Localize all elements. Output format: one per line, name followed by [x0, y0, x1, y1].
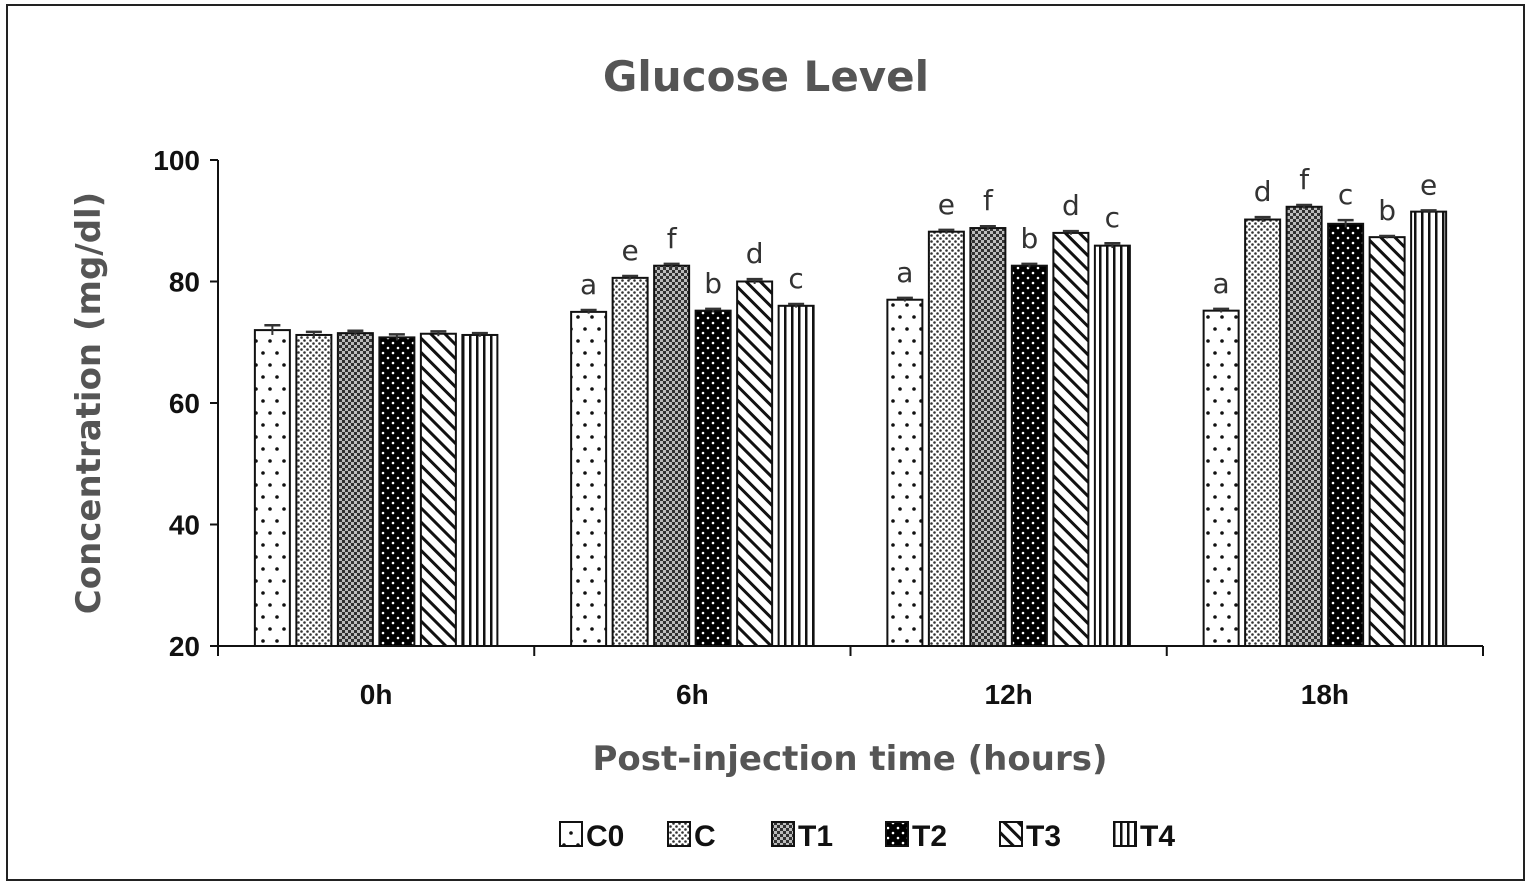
legend-swatch-T2: [885, 821, 909, 847]
x-axis-label: Post-injection time (hours): [593, 739, 1108, 779]
bar-C0-18h: [1202, 309, 1240, 647]
chart-frame: [6, 4, 1525, 881]
bar-T4-6h: [777, 304, 815, 647]
bar-T1-6h: [653, 264, 691, 647]
legend-label-C0: C0: [586, 820, 624, 853]
y-tick-label: 40: [169, 510, 200, 541]
bar-T2-18h: [1327, 222, 1365, 647]
y-axis-label: Concentration (mg/dl): [69, 192, 109, 614]
bar-C-6h: [611, 276, 649, 647]
x-tick-label: 0h: [360, 679, 393, 710]
significance-letter: d: [1254, 175, 1272, 208]
bar-T2-12h: [1010, 264, 1048, 647]
legend-label-C: C: [694, 820, 716, 853]
bar-T3-12h: [1052, 231, 1090, 647]
bar-C-12h: [927, 230, 965, 647]
bar-C-0h: [295, 333, 333, 647]
legend-swatch-T1: [771, 821, 795, 847]
y-tick-label: 100: [153, 145, 200, 176]
significance-letter: d: [746, 237, 764, 270]
bar-T4-18h: [1410, 210, 1448, 647]
chart-title: Glucose Level: [603, 52, 929, 101]
bar-T1-12h: [969, 227, 1007, 647]
significance-letter: c: [788, 262, 803, 295]
legend-swatch-C0: [559, 821, 583, 847]
bar-C-18h: [1244, 218, 1282, 647]
y-tick-label: 20: [169, 631, 200, 662]
bar-T4-0h: [461, 333, 499, 647]
bar-T3-0h: [419, 332, 457, 647]
significance-letter: e: [622, 234, 639, 267]
legend: C0 C T1 T2 T3 T4: [559, 820, 1175, 853]
significance-letter: e: [1420, 168, 1437, 201]
bar-T1-18h: [1285, 205, 1323, 647]
significance-letter: d: [1062, 189, 1080, 222]
significance-letter: f: [667, 222, 678, 255]
legend-swatch-T4: [1113, 821, 1137, 847]
bar-T3-6h: [736, 280, 774, 647]
x-tick-label: 18h: [1301, 679, 1349, 710]
bar-T3-18h: [1368, 236, 1406, 647]
y-tick-label: 80: [169, 267, 200, 298]
x-tick-label: 12h: [985, 679, 1033, 710]
bar-C0-6h: [570, 310, 608, 647]
significance-letter: c: [1105, 201, 1120, 234]
significance-letter: b: [1020, 222, 1038, 255]
legend-label-T4: T4: [1140, 820, 1175, 853]
bar-T2-6h: [694, 309, 732, 647]
bar-C0-12h: [886, 298, 924, 647]
significance-letter: c: [1338, 178, 1353, 211]
significance-letter: f: [1299, 163, 1310, 196]
bar-T1-0h: [336, 332, 374, 647]
significance-letter: f: [983, 184, 994, 217]
significance-letter: a: [1213, 267, 1230, 300]
legend-label-T3: T3: [1026, 820, 1061, 853]
legend-label-T1: T1: [798, 820, 833, 853]
x-tick-label: 6h: [676, 679, 709, 710]
significance-letter: e: [938, 188, 955, 221]
bar-C0-0h: [253, 329, 291, 647]
bar-T2-0h: [378, 336, 416, 647]
y-tick-label: 60: [169, 388, 200, 419]
legend-label-T2: T2: [912, 820, 947, 853]
significance-letter: a: [580, 268, 597, 301]
significance-letter: b: [1378, 194, 1396, 227]
bar-T4-12h: [1093, 244, 1131, 647]
legend-swatch-C: [667, 821, 691, 847]
legend-swatch-T3: [999, 821, 1023, 847]
significance-letter: b: [704, 267, 722, 300]
significance-letter: a: [896, 256, 913, 289]
